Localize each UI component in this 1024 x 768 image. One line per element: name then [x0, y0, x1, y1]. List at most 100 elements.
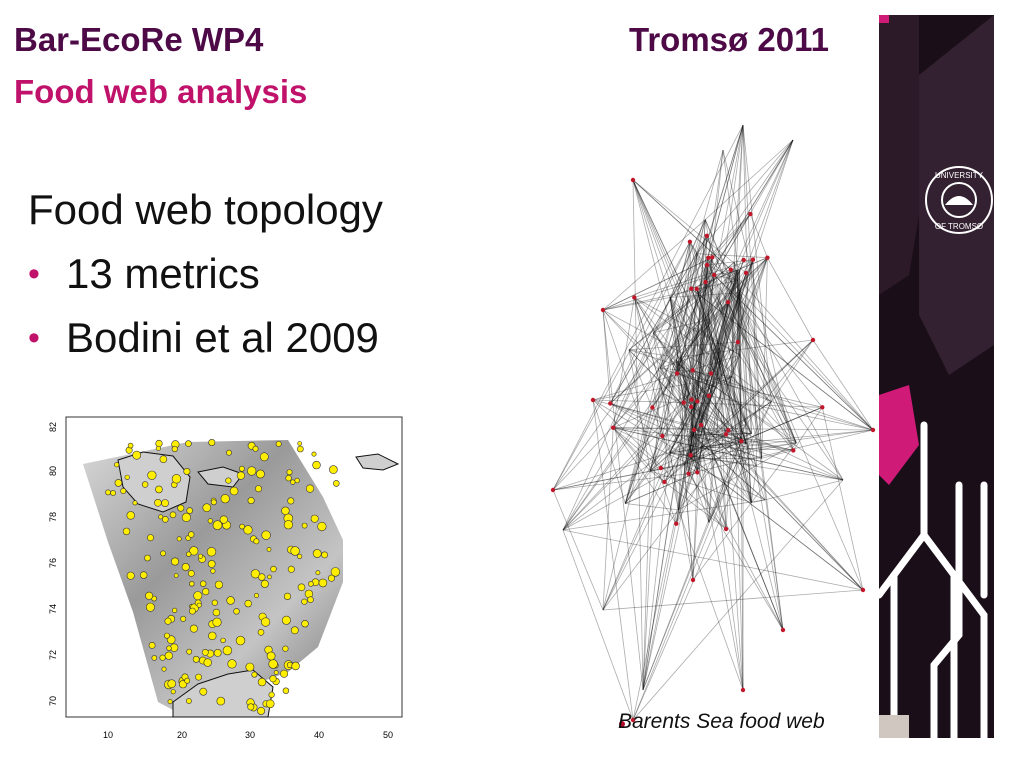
- station-point: [266, 651, 276, 661]
- station-point: [189, 546, 199, 556]
- food-web-link: [659, 367, 695, 430]
- station-point: [159, 455, 168, 464]
- station-point: [122, 527, 131, 536]
- food-web-network: [550, 124, 876, 723]
- station-point: [281, 615, 291, 625]
- food-web-link: [612, 219, 706, 428]
- food-web-node: [691, 427, 697, 432]
- food-web-link: [736, 270, 739, 343]
- food-web-link: [741, 406, 823, 442]
- food-web-link: [690, 264, 708, 289]
- food-web-link: [694, 433, 727, 462]
- food-web-link: [692, 370, 698, 473]
- station-point: [287, 565, 295, 573]
- food-web-link: [602, 279, 738, 311]
- station-point: [184, 677, 191, 684]
- x-tick-label: 20: [177, 730, 187, 740]
- station-point: [252, 445, 259, 452]
- food-web-link: [696, 288, 742, 442]
- food-web-link: [727, 302, 739, 343]
- food-web-link: [683, 464, 694, 581]
- food-web-link: [675, 257, 768, 524]
- station-point: [110, 490, 116, 496]
- food-web-link: [632, 179, 644, 691]
- food-web-node: [723, 432, 729, 437]
- station-point: [114, 479, 123, 487]
- station-point: [260, 579, 269, 588]
- food-web-link: [750, 213, 768, 258]
- food-web-link: [649, 356, 681, 472]
- food-web-link: [552, 241, 691, 491]
- food-web-link: [662, 356, 681, 394]
- station-point: [176, 536, 182, 542]
- food-web-link: [660, 367, 733, 377]
- food-web-link: [649, 270, 741, 472]
- station-point: [254, 593, 260, 599]
- food-web-link: [752, 259, 757, 466]
- food-web-link: [613, 427, 874, 431]
- food-web-link: [696, 288, 784, 631]
- bullet-item: • Bodini et al 2009: [28, 306, 383, 370]
- food-web-link: [761, 257, 768, 459]
- station-point: [247, 497, 255, 505]
- food-web-link: [652, 407, 691, 458]
- food-web-link: [722, 149, 784, 631]
- station-point: [301, 598, 308, 605]
- food-web-link: [662, 393, 710, 523]
- food-web-link: [701, 429, 874, 448]
- food-web-node: [600, 307, 606, 313]
- food-web-link: [676, 241, 691, 361]
- food-web-link: [700, 424, 784, 631]
- food-web-link: [610, 403, 747, 444]
- food-web-node: [740, 687, 746, 693]
- food-web-node: [703, 279, 708, 285]
- station-point: [222, 645, 233, 656]
- food-web-link: [715, 302, 729, 388]
- food-web-link: [727, 302, 797, 444]
- station-point: [329, 465, 338, 474]
- food-web-link: [771, 401, 874, 431]
- station-point: [261, 617, 271, 627]
- food-web-link: [725, 433, 752, 435]
- station-point: [203, 658, 212, 667]
- food-web-link: [634, 297, 772, 402]
- food-web-link: [694, 327, 744, 691]
- food-web-link: [669, 401, 698, 453]
- station-point: [207, 518, 213, 524]
- food-web-link: [675, 274, 715, 524]
- station-point: [214, 580, 223, 589]
- food-web-link: [725, 433, 794, 451]
- food-web-link: [683, 464, 698, 473]
- food-web-link: [677, 373, 823, 408]
- station-point: [139, 571, 148, 579]
- station-point: [308, 581, 314, 587]
- university-logo-icon: UNIVERSITY OF TROMSØ: [925, 166, 993, 234]
- station-point: [186, 648, 193, 655]
- food-web-link: [632, 434, 694, 721]
- food-web-link: [659, 235, 708, 369]
- food-web-link: [708, 395, 874, 431]
- food-web-link: [708, 139, 794, 396]
- food-web-link: [715, 386, 844, 481]
- food-web-link: [562, 529, 634, 721]
- food-web-link: [708, 302, 729, 523]
- food-web-link: [708, 257, 874, 431]
- food-web-link: [649, 219, 706, 472]
- food-web-link: [676, 360, 689, 474]
- food-web-link: [733, 139, 794, 270]
- y-tick-label: 76: [48, 558, 58, 568]
- food-web-link: [689, 241, 692, 289]
- station-point: [243, 525, 253, 535]
- food-web-link: [764, 479, 844, 501]
- food-web-link: [709, 319, 727, 435]
- food-web-link: [679, 357, 698, 473]
- station-point: [161, 499, 169, 507]
- station-point: [259, 452, 269, 462]
- food-web-link: [562, 458, 692, 531]
- food-web-node: [630, 717, 636, 723]
- food-web-link: [727, 124, 744, 431]
- food-web-link: [592, 399, 626, 504]
- food-web-link: [660, 367, 864, 591]
- header-left: Bar-EcoRe WP4 Food web analysis: [14, 18, 307, 114]
- station-point: [255, 485, 263, 493]
